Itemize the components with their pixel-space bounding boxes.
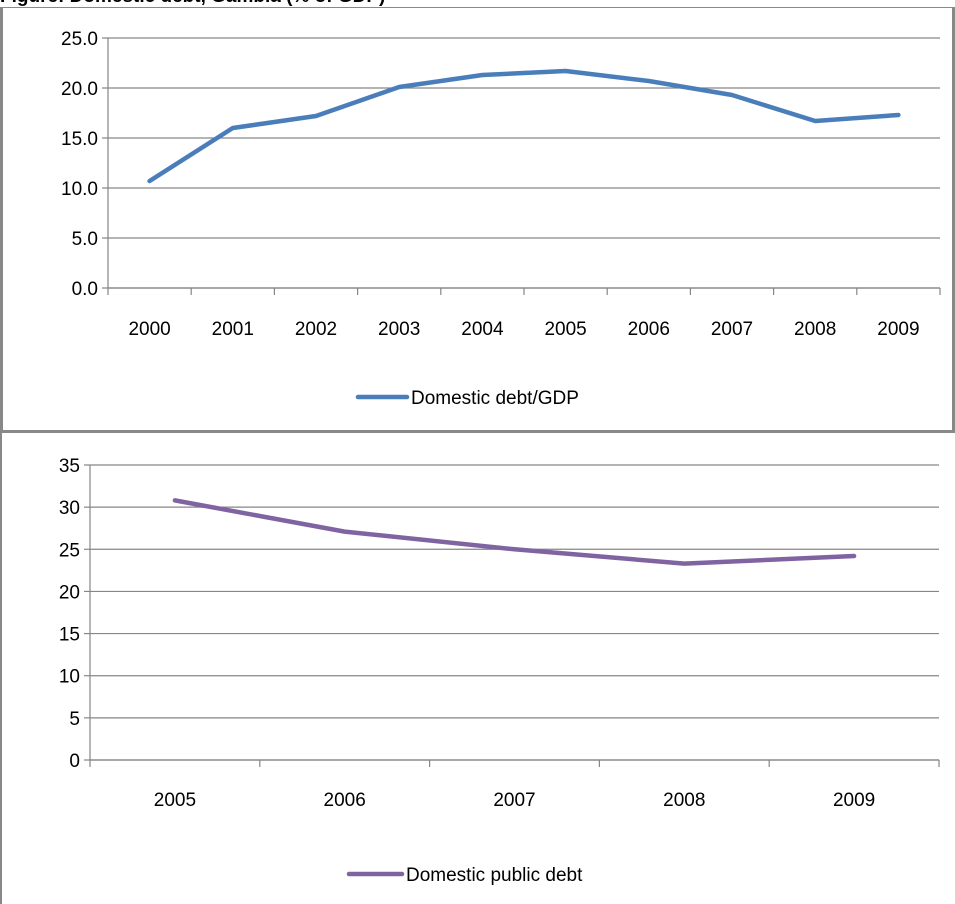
- y-tick-label: 25.0: [61, 29, 98, 50]
- x-tick-label: 2002: [295, 319, 337, 340]
- chart-domestic-debt-gdp: 0.0 5.0 10.0 15.0 20.0 25.0 2000 2001 2002 2003 20…: [61, 29, 941, 409]
- x-tick-label: 2004: [461, 319, 504, 340]
- x-tick-label: 2000: [128, 319, 170, 340]
- x-tick-label: 2008: [663, 790, 705, 811]
- y-tick-label: 25: [59, 540, 80, 561]
- page-title: Figure: Domestic debt, Gambia (% of GDP): [0, 0, 955, 8]
- x-tick-label: 2009: [833, 790, 875, 811]
- x-tick-label: 2005: [544, 319, 586, 340]
- y-tick-label: 5: [69, 709, 80, 730]
- legend-label: Domestic public debt: [406, 865, 583, 886]
- y-tick-label: 0: [69, 751, 80, 772]
- y-tick-label: 5.0: [72, 229, 98, 250]
- x-tick-label: 2006: [628, 319, 670, 340]
- y-tick-label: 30: [59, 498, 80, 519]
- series-line: [147, 68, 901, 184]
- y-tick-label: 20: [59, 582, 80, 603]
- y-tick-label: 10.0: [61, 179, 98, 200]
- y-tick-label: 0.0: [72, 279, 98, 300]
- y-tick-label: 15.0: [61, 129, 98, 150]
- x-tick-label: 2003: [378, 319, 420, 340]
- legend-label: Domestic debt/GDP: [411, 388, 579, 409]
- chart-panel-debt-gdp: 0.0 5.0 10.0 15.0 20.0 25.0 2000 2001 2002 2003 20…: [0, 7, 955, 433]
- x-tick-label: 2007: [711, 319, 753, 340]
- x-tick-label: 2001: [212, 319, 254, 340]
- chart-panel-public-debt: 0 5 10 15 20 25 30 35 2005 2006 2007 2008 2009 Domest…: [0, 433, 955, 904]
- x-tick-label: 2008: [794, 319, 836, 340]
- y-tick-label: 35: [59, 456, 80, 477]
- x-tick-label: 2007: [493, 790, 535, 811]
- y-tick-label: 20.0: [61, 79, 98, 100]
- x-tick-label: 2009: [877, 319, 919, 340]
- y-tick-label: 15: [59, 625, 80, 646]
- y-tick-label: 10: [59, 667, 80, 688]
- series-line: [172, 498, 857, 566]
- chart-domestic-public-debt: 0 5 10 15 20 25 30 35 2005 2006 2007 2008 2009 Domest…: [59, 456, 940, 886]
- x-tick-label: 2005: [154, 790, 196, 811]
- x-tick-label: 2006: [324, 790, 366, 811]
